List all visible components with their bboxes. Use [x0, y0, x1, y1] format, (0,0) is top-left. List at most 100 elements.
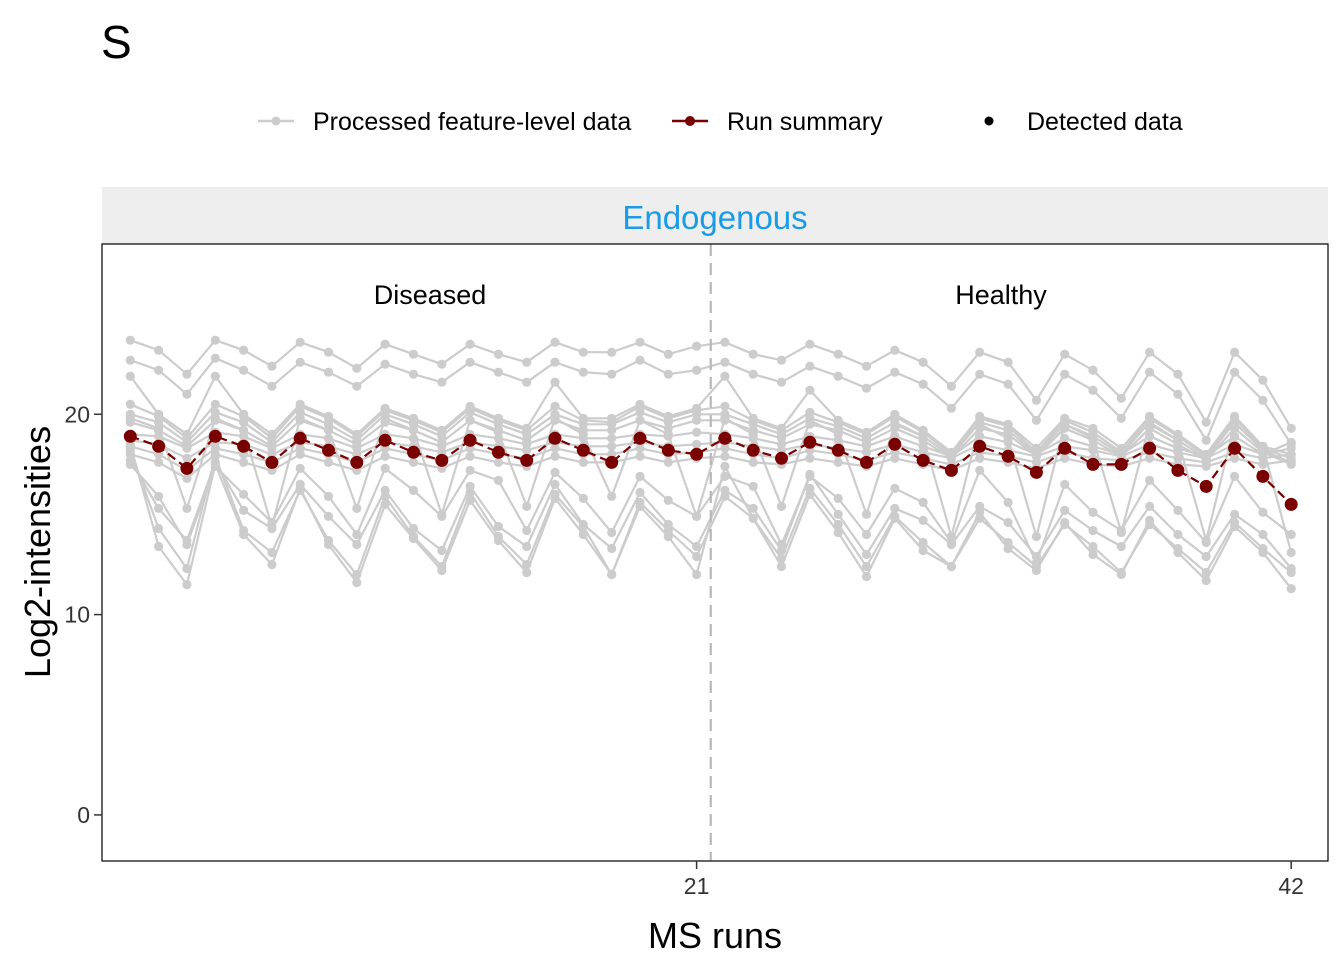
feature-point	[550, 357, 560, 367]
feature-point	[323, 539, 334, 550]
feature-point	[1258, 459, 1268, 469]
summary-point	[605, 455, 619, 469]
feature-point	[1031, 415, 1041, 425]
summary-point	[1143, 441, 1157, 455]
feature-point	[635, 407, 645, 417]
feature-point	[465, 339, 475, 349]
feature-point	[154, 365, 164, 375]
feature-point	[975, 453, 985, 463]
feature-point	[1116, 569, 1126, 580]
feature-line	[129, 449, 1292, 576]
feature-point	[805, 361, 815, 371]
feature-point	[154, 541, 164, 552]
feature-point	[380, 499, 390, 509]
feature-point	[1031, 551, 1041, 562]
feature-point	[1116, 393, 1126, 403]
feature-point	[946, 381, 957, 391]
feature-point	[267, 547, 277, 558]
feature-point	[663, 429, 673, 439]
feature-point	[833, 429, 843, 439]
y-tick-label: 10	[64, 602, 90, 628]
feature-point	[493, 457, 503, 467]
summary-point	[350, 455, 364, 469]
feature-point	[1230, 509, 1240, 519]
feature-point	[1145, 501, 1155, 511]
feature-point	[154, 423, 164, 433]
feature-point	[1145, 347, 1155, 357]
feature-point	[522, 541, 532, 552]
feature-point	[1201, 461, 1211, 471]
feature-point	[408, 349, 419, 359]
feature-point	[833, 509, 843, 519]
feature-point	[522, 501, 532, 511]
feature-point	[1230, 419, 1240, 429]
summary-point	[944, 463, 958, 477]
feature-point	[154, 503, 164, 513]
summary-point	[775, 451, 788, 465]
feature-point	[239, 345, 249, 355]
legend-summary-marker	[685, 116, 695, 126]
feature-point	[635, 471, 645, 481]
summary-point	[237, 439, 251, 453]
feature-point	[1173, 547, 1183, 558]
summary-point	[916, 453, 930, 467]
feature-point	[210, 335, 220, 345]
feature-point	[607, 527, 617, 538]
feature-point	[1173, 505, 1183, 515]
feature-point	[692, 341, 702, 351]
legend-summary-label: Run summary	[727, 108, 883, 136]
feature-point	[493, 349, 503, 359]
summary-point	[718, 431, 732, 445]
feature-point	[465, 487, 475, 497]
feature-point	[323, 511, 334, 521]
feature-point	[493, 427, 503, 437]
feature-point	[1173, 529, 1183, 540]
summary-point	[407, 445, 420, 459]
summary-point	[576, 443, 590, 457]
feature-point	[465, 415, 475, 425]
feature-point	[1060, 369, 1070, 379]
legend-item-detected: Detected data	[984, 108, 1183, 136]
feature-point	[776, 501, 787, 511]
feature-point	[437, 359, 447, 369]
summary-point	[208, 429, 222, 443]
feature-point	[323, 457, 334, 467]
x-tick-label: 42	[1278, 873, 1304, 899]
feature-point	[408, 425, 419, 435]
feature-point	[861, 529, 872, 540]
feature-point	[1173, 369, 1183, 379]
feature-point	[1286, 584, 1296, 594]
feature-point	[833, 493, 843, 503]
feature-point	[890, 453, 900, 463]
feature-point	[890, 503, 900, 513]
feature-point	[182, 503, 192, 513]
feature-point	[323, 491, 334, 501]
feature-point	[607, 425, 617, 435]
feature-point	[748, 457, 758, 467]
feature-point	[125, 399, 135, 409]
feature-point	[182, 535, 192, 546]
feature-point	[182, 389, 192, 399]
summary-point	[293, 431, 307, 445]
summary-point	[803, 435, 817, 449]
feature-point	[890, 513, 900, 524]
feature-point	[1230, 347, 1240, 357]
feature-point	[1286, 529, 1296, 540]
feature-point	[380, 359, 390, 369]
feature-point	[692, 365, 702, 375]
feature-point	[918, 357, 928, 367]
feature-point	[720, 337, 730, 347]
feature-point	[692, 415, 702, 425]
feature-point	[607, 433, 617, 443]
feature-point	[465, 451, 475, 461]
summary-point	[152, 439, 166, 453]
feature-point	[1088, 433, 1098, 443]
feature-point	[861, 383, 872, 393]
summary-point	[322, 443, 335, 457]
feature-point	[1258, 395, 1268, 405]
feature-point	[720, 401, 730, 411]
feature-point	[1003, 357, 1013, 367]
feature-point	[550, 479, 560, 489]
feature-line	[130, 431, 1292, 458]
feature-point	[635, 415, 645, 425]
